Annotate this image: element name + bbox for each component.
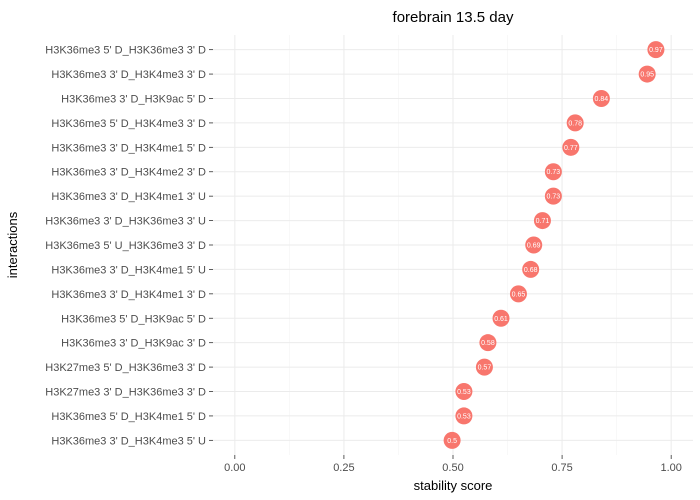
- data-point: [492, 309, 510, 327]
- y-tick-label: H3K36me3 5' D_H3K4me1 5' D: [51, 411, 206, 423]
- data-point: [509, 285, 527, 303]
- point-value-label: 0.71: [536, 218, 550, 225]
- y-tick-label: H3K27me3 3' D_H3K36me3 3' D: [45, 387, 206, 399]
- data-point: [638, 65, 656, 83]
- y-axis-ticks: H3K36me3 5' D_H3K36me3 3' D H3K36me3 3' D…: [45, 45, 213, 447]
- y-tick-label: H3K36me3 3' D_H3K4me1 5' U: [51, 264, 206, 276]
- x-tick-label: 1.00: [660, 462, 681, 474]
- point-value-label: 0.78: [568, 120, 582, 127]
- data-point: [479, 334, 497, 352]
- data-point: [455, 407, 473, 425]
- y-tick-label: H3K36me3 5' U_H3K36me3 3' D: [45, 240, 206, 252]
- y-axis-title: interactions: [5, 211, 20, 278]
- y-tick-label: H3K36me3 3' D_H3K4me2 3' D: [51, 167, 206, 179]
- x-tick-label: 0.25: [333, 462, 354, 474]
- point-value-label: 0.95: [640, 72, 654, 79]
- point-value-label: 0.53: [457, 389, 471, 396]
- point-value-label: 0.68: [524, 267, 538, 274]
- y-tick-label: H3K36me3 3' D_H3K9ac 5' D: [61, 93, 206, 105]
- data-point: [562, 138, 580, 156]
- data-point: [443, 431, 461, 449]
- x-axis-ticks: 0.00 0.25 0.50 0.75 1.00: [224, 455, 682, 474]
- y-tick-label: H3K36me3 3' D_H3K9ac 3' D: [61, 338, 206, 350]
- data-point: [475, 358, 493, 376]
- data-point: [533, 212, 551, 230]
- data-point: [592, 89, 610, 107]
- data-point: [525, 236, 543, 254]
- y-tick-label: H3K36me3 3' D_H3K4me1 3' D: [51, 289, 206, 301]
- y-tick-label: H3K36me3 3' D_H3K4me1 3' U: [51, 191, 206, 203]
- data-points: 0.97 0.95 0.84 0.78 0.77 0.73 0.73 0.71 0.69 0.68…: [443, 41, 665, 449]
- data-point: [455, 383, 473, 401]
- y-tick-label: H3K36me3 3' D_H3K4me1 5' D: [51, 142, 206, 154]
- point-value-label: 0.73: [547, 194, 561, 201]
- major-gridlines: [213, 35, 693, 455]
- data-point: [544, 163, 562, 181]
- y-tick-label: H3K36me3 5' D_H3K36me3 3' D: [45, 45, 206, 57]
- point-value-label: 0.58: [481, 340, 495, 347]
- point-value-label: 0.84: [595, 96, 609, 103]
- y-tick-label: H3K36me3 3' D_H3K4me3 3' D: [51, 69, 206, 81]
- data-point: [566, 114, 584, 132]
- x-axis-title: stability score: [414, 478, 493, 493]
- x-tick-label: 0.50: [442, 462, 463, 474]
- point-value-label: 0.57: [478, 365, 492, 372]
- point-value-label: 0.61: [494, 316, 508, 323]
- point-value-label: 0.53: [457, 413, 471, 420]
- y-tick-label: H3K36me3 5' D_H3K4me3 3' D: [51, 118, 206, 130]
- y-tick-label: H3K36me3 5' D_H3K9ac 5' D: [61, 313, 206, 325]
- data-point: [522, 260, 540, 278]
- point-value-label: 0.73: [547, 169, 561, 176]
- x-tick-label: 0.75: [551, 462, 572, 474]
- point-value-label: 0.5: [447, 438, 457, 445]
- x-tick-label: 0.00: [224, 462, 245, 474]
- chart-title: forebrain 13.5 day: [393, 9, 514, 26]
- point-value-label: 0.69: [527, 243, 541, 250]
- point-value-label: 0.77: [564, 145, 578, 152]
- data-point: [647, 41, 665, 59]
- y-tick-label: H3K36me3 3' D_H3K36me3 3' U: [45, 216, 206, 228]
- y-tick-label: H3K27me3 5' D_H3K36me3 3' D: [45, 362, 206, 374]
- y-tick-label: H3K36me3 3' D_H3K4me3 5' U: [51, 435, 206, 447]
- data-point: [544, 187, 562, 205]
- point-value-label: 0.65: [512, 291, 526, 298]
- point-value-label: 0.97: [649, 47, 663, 54]
